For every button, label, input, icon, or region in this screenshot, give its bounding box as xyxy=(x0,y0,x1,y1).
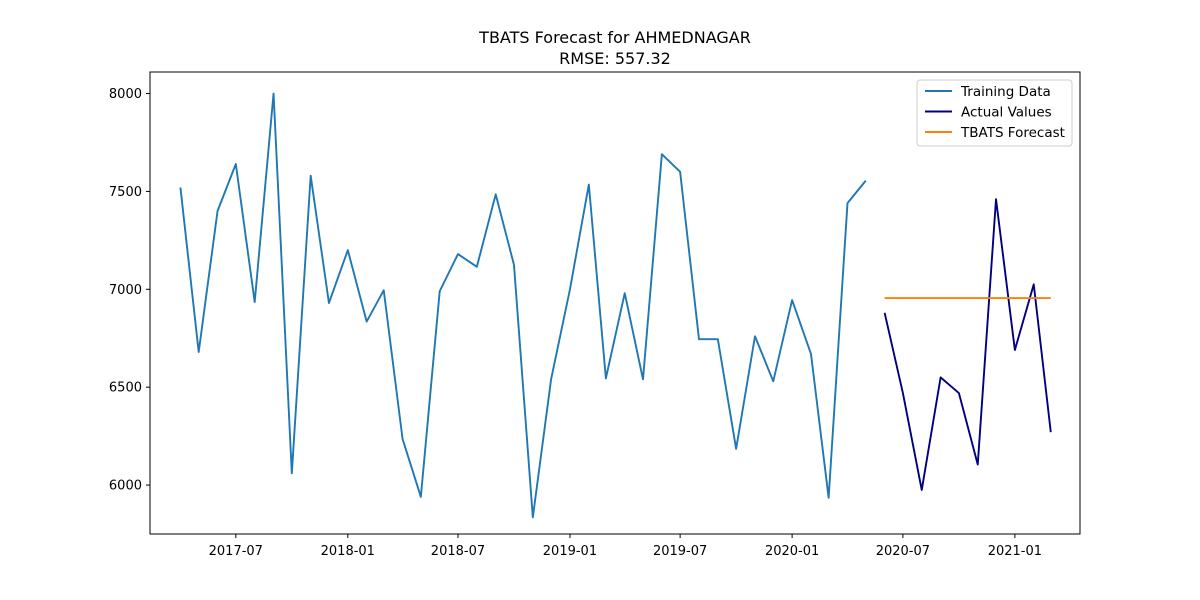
y-tick-label: 6000 xyxy=(109,479,142,494)
chart-subtitle: RMSE: 557.32 xyxy=(559,49,671,68)
y-axis: 6000 6500 7000 7500 8000 xyxy=(109,87,150,494)
y-tick-label: 6500 xyxy=(109,381,142,396)
x-tick-label: 2018-01 xyxy=(321,544,375,559)
series-layer xyxy=(179,92,1052,519)
x-tick-label: 2021-01 xyxy=(988,544,1042,559)
legend-box xyxy=(916,79,1073,147)
y-tick-label: 8000 xyxy=(109,87,142,102)
x-tick-label: 2019-07 xyxy=(653,544,707,559)
y-tick-label: 7000 xyxy=(109,283,142,298)
x-tick-label: 2018-07 xyxy=(431,544,485,559)
series-line-training-data xyxy=(179,92,867,519)
legend: Training Data Actual Values TBATS Forecast xyxy=(916,79,1073,147)
chart-title: TBATS Forecast for AHMEDNAGAR xyxy=(478,28,751,47)
x-tick-label: 2017-07 xyxy=(209,544,263,559)
x-axis: 2017-07 2018-01 2018-07 2019-01 2019-07 2020-… xyxy=(209,534,1042,559)
plot-area-frame xyxy=(149,71,1081,535)
x-tick-label: 2020-07 xyxy=(876,544,930,559)
x-tick-label: 2019-01 xyxy=(543,544,597,559)
legend-label-training-data: Training Data xyxy=(960,84,1051,100)
series-line-actual-values xyxy=(883,198,1052,491)
legend-label-actual-values: Actual Values xyxy=(961,105,1052,121)
legend-label-tbats-forecast: TBATS Forecast xyxy=(960,125,1065,141)
y-tick-label: 7500 xyxy=(109,185,142,200)
x-tick-label: 2020-01 xyxy=(765,544,819,559)
